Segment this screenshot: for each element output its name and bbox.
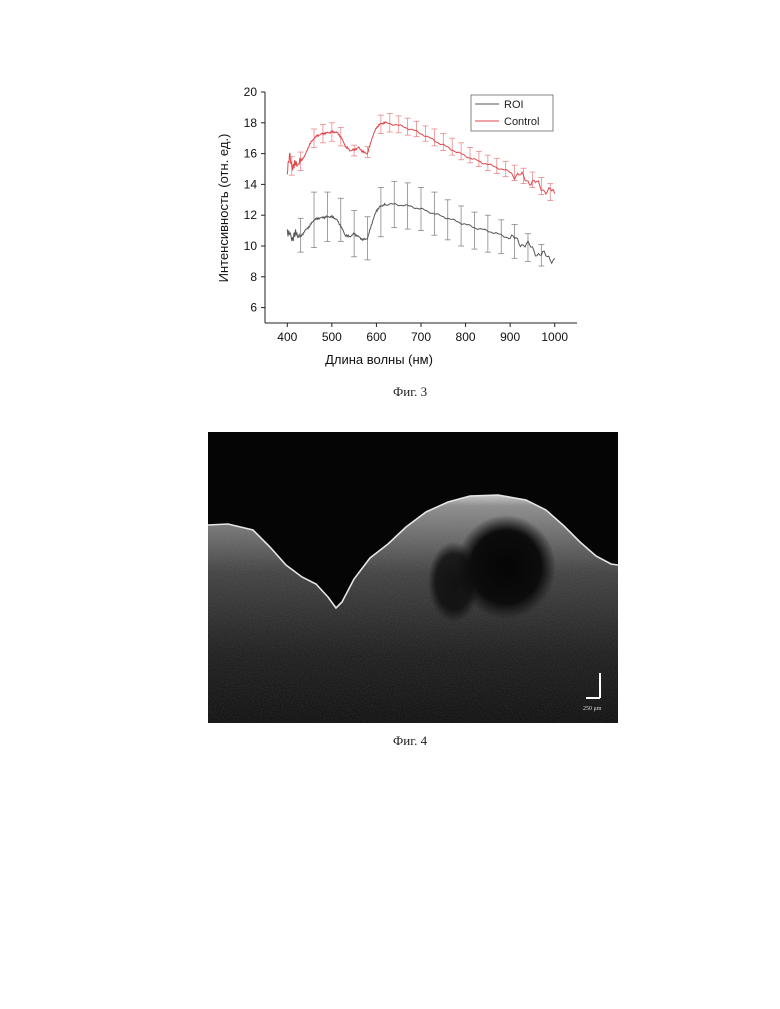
y-tick-label: 12 xyxy=(244,208,258,222)
chart-legend: ROI Control xyxy=(471,95,553,131)
x-axis-label: Длина волны (нм) xyxy=(325,352,433,367)
error-bars xyxy=(289,114,554,266)
x-tick-label: 500 xyxy=(322,330,342,344)
scale-bar-label: 250 μm xyxy=(583,706,602,712)
y-tick-label: 20 xyxy=(244,85,258,99)
x-tick-label: 800 xyxy=(456,330,476,344)
y-tick-label: 14 xyxy=(244,177,258,191)
y-tick-label: 10 xyxy=(244,239,258,253)
x-tick-label: 900 xyxy=(500,330,520,344)
x-tick-label: 600 xyxy=(366,330,386,344)
oct-scan-image: 250 μm xyxy=(208,432,618,723)
spectrum-chart: 400 500 600 700 800 900 1000 6 8 10 12 14 16 18 20 ROI… xyxy=(205,78,585,378)
x-tick-label: 700 xyxy=(411,330,431,344)
figure-4-caption: Фиг. 4 xyxy=(393,733,427,749)
x-tick-label: 1000 xyxy=(541,330,568,344)
y-tick-label: 6 xyxy=(250,301,257,315)
x-tick-label: 400 xyxy=(277,330,297,344)
series-line-control xyxy=(287,122,554,194)
y-tick-label: 8 xyxy=(250,270,257,284)
figure-3-caption: Фиг. 3 xyxy=(393,384,427,400)
legend-label-control: Control xyxy=(504,116,539,128)
y-tick-label: 18 xyxy=(244,116,258,130)
y-tick-label: 16 xyxy=(244,147,258,161)
y-axis-label: Интенсивность (отн. ед.) xyxy=(216,134,231,283)
legend-label-roi: ROI xyxy=(504,99,524,111)
